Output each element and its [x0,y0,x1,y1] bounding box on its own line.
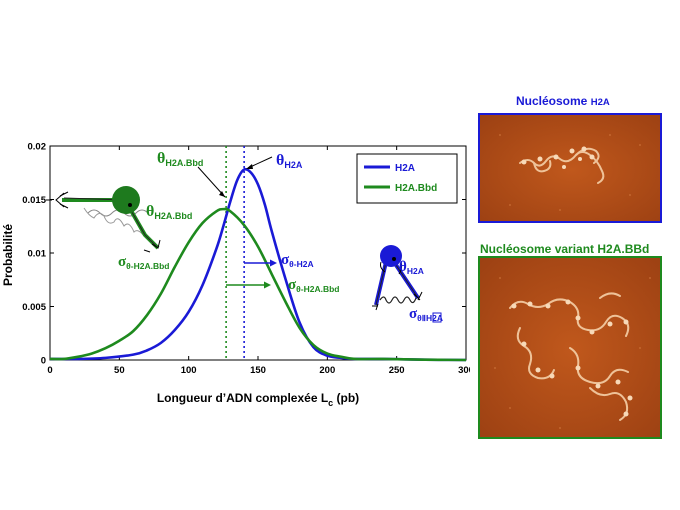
x-axis-label: Longueur d’ADN complexée Lc (pb) [157,391,359,408]
y-tick-label: 0 [41,356,46,367]
x-tick-label: 50 [114,365,125,376]
top-image-title-small: H2A [590,97,610,108]
x-tick-label: 100 [181,365,197,376]
x-tick-label: 300 [458,365,470,376]
x-axis-label-main: Longueur d’ADN complexée L [157,391,328,405]
top-image-title: Nucléosome H2A [516,94,610,108]
svg-text:θH2A: θH2A [276,152,303,170]
svg-text:θH2A: θH2A [399,259,424,276]
microscopy-image-h2a-bbd [478,256,662,439]
annotation-sigma-h2a: σθ-H2A [244,252,314,269]
inset-h2a-schematic: θH2A σθⅡH2A [372,245,443,323]
top-image-title-main: Nucléosome [516,94,588,108]
legend: H2A H2A.Bbd [356,153,458,204]
annotation-sigma-h2a-bbd: σθ-H2A.Bbd [226,277,340,294]
bottom-image-title: Nucléosome variant H2A.BBd [480,242,650,256]
x-tick-label: 200 [319,365,335,376]
x-axis-label-sub: c [328,398,333,408]
inset-h2a-bbd-schematic: θH2A.Bbd σθ-H2A.Bbd [46,186,192,271]
legend-label-h2a-bbd: H2A.Bbd [395,183,437,194]
y-axis-label: Probabilité [1,224,15,286]
x-tick-label: 250 [389,365,405,376]
x-tick-label: 150 [250,365,266,376]
plot-layer: 0 50 100 150 200 250 300 0 0.005 0.01 0.015 0.02 [22,142,470,377]
y-tick-label: 0.01 [28,249,47,260]
y-tick-label: 0.015 [22,195,46,206]
nucleosome-green-disc [112,186,140,214]
series-line-h2a-bbd [49,207,467,362]
microscopy-image-h2a [478,113,662,223]
svg-text:σθ-H2A: σθ-H2A [281,252,314,269]
svg-text:σθ-H2A.Bbd: σθ-H2A.Bbd [288,277,340,294]
svg-text:θH2A.Bbd: θH2A.Bbd [146,203,192,221]
y-tick-label: 0.005 [22,302,46,313]
nucleosome-blue-disc [380,245,402,267]
legend-label-h2a: H2A [395,163,415,174]
svg-text:σθⅡH2A: σθⅡH2A [409,306,443,323]
x-axis-label-unit: (pb) [333,391,359,405]
legend-box [356,153,458,204]
x-tick-label: 0 [47,365,52,376]
svg-text:θH2A.Bbd: θH2A.Bbd [157,150,203,168]
annotation-theta-h2a-bbd: θH2A.Bbd [157,150,226,198]
svg-text:σθ-H2A.Bbd: σθ-H2A.Bbd [118,254,170,271]
annotation-theta-h2a: θH2A [246,152,303,170]
y-tick-label: 0.02 [28,142,47,153]
chart: 0 50 100 150 200 250 300 0 0.005 0.01 0.015 0.02 Pr… [1,142,470,409]
